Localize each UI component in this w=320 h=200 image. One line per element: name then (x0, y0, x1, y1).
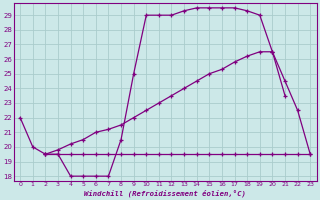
X-axis label: Windchill (Refroidissement éolien,°C): Windchill (Refroidissement éolien,°C) (84, 189, 246, 197)
